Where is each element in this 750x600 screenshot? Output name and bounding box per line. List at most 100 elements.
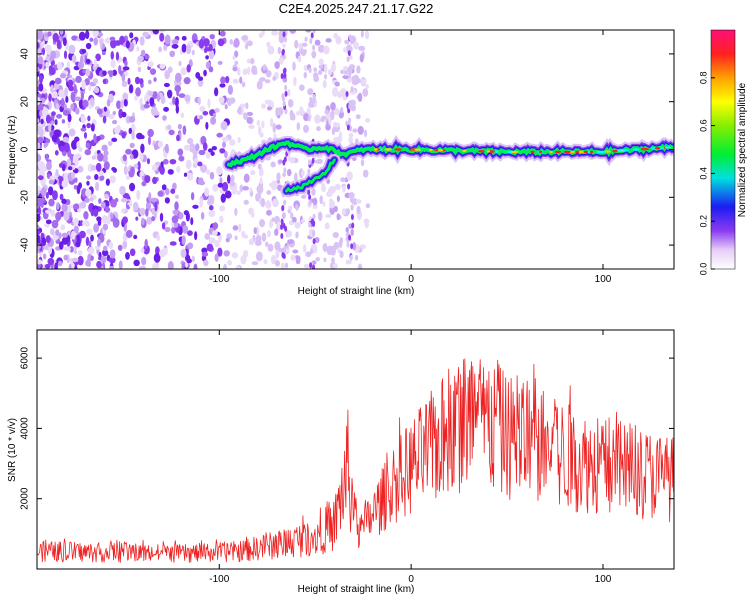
- heatmap-cell: [347, 183, 351, 190]
- heatmap-cell: [93, 208, 99, 217]
- heatmap-cell: [59, 145, 66, 152]
- heatmap-cell: [280, 262, 286, 269]
- heatmap-cell: [349, 254, 353, 261]
- heatmap-cell: [79, 201, 87, 209]
- heatmap-cell: [39, 97, 46, 104]
- heatmap-cell: [163, 220, 169, 225]
- heatmap-cell: [271, 217, 277, 222]
- heatmap-cell: [49, 55, 54, 62]
- heatmap-cell: [360, 159, 365, 167]
- heatmap-cell: [327, 186, 334, 196]
- heatmap-cell: [227, 174, 231, 184]
- heatmap-cell: [103, 161, 110, 170]
- heatmap-cell: [100, 201, 106, 209]
- heatmap-cell: [87, 246, 95, 255]
- heatmap-cell: [90, 164, 97, 171]
- heatmap-cell: [74, 96, 82, 102]
- heatmap-cell: [152, 176, 158, 185]
- heatmap-cell: [151, 216, 156, 222]
- heatmap-cell: [214, 87, 219, 97]
- heatmap-cell: [305, 251, 312, 258]
- heatmap-cell: [297, 55, 302, 63]
- heatmap-cell: [347, 50, 351, 57]
- heatmap-cell: [214, 108, 220, 113]
- heatmap-cell: [102, 70, 107, 76]
- heatmap-cell: [133, 234, 138, 240]
- heatmap-cell: [37, 175, 44, 181]
- heatmap-cell: [317, 44, 325, 53]
- heatmap-cell: [221, 181, 229, 192]
- heatmap-cell: [54, 77, 62, 85]
- heatmap-cell: [178, 155, 185, 162]
- heatmap-cell: [208, 210, 216, 218]
- heatmap-cell: [117, 244, 123, 251]
- heatmap-cell: [351, 197, 355, 204]
- ridge-hotspot: [489, 150, 496, 153]
- heatmap-cell: [330, 101, 336, 111]
- y-tick-label: 40: [20, 48, 31, 60]
- heatmap-cell: [257, 163, 262, 170]
- heatmap-cell: [261, 120, 265, 129]
- heatmap-cell: [156, 93, 161, 102]
- heatmap-cell: [239, 76, 243, 84]
- heatmap-cell: [45, 61, 49, 69]
- heatmap-cell: [137, 66, 142, 73]
- heatmap-cell: [277, 107, 284, 116]
- heatmap-cell: [224, 190, 232, 199]
- heatmap-cell: [312, 264, 316, 269]
- colorbar-tick-label: 0.2: [698, 215, 708, 228]
- heatmap-cell: [159, 249, 166, 258]
- heatmap-cell: [147, 61, 154, 68]
- heatmap-cell: [227, 98, 232, 107]
- heatmap-cell: [280, 73, 284, 80]
- heatmap-cell: [214, 253, 219, 262]
- heatmap-cell: [250, 57, 255, 65]
- heatmap-cell: [167, 261, 174, 269]
- heatmap-cell: [71, 139, 78, 150]
- heatmap-cell: [62, 37, 67, 46]
- heatmap-cell: [110, 51, 115, 60]
- heatmap-cell: [256, 119, 260, 127]
- heatmap-cell: [147, 136, 151, 146]
- heatmap-cell: [282, 31, 286, 38]
- heatmap-cell: [127, 77, 131, 85]
- heatmap-cell: [309, 96, 313, 103]
- heatmap-cell: [349, 46, 353, 53]
- heatmap-cell: [272, 75, 277, 81]
- heatmap-cell: [47, 257, 55, 266]
- heatmap-cell: [106, 215, 111, 225]
- heatmap-cell: [357, 92, 363, 103]
- heatmap-cell: [37, 243, 41, 250]
- heatmap-cell: [96, 108, 103, 115]
- heatmap-cell: [290, 212, 294, 219]
- heatmap-cell: [309, 38, 313, 45]
- heatmap-cell: [129, 248, 136, 257]
- heatmap-cell: [92, 30, 99, 38]
- heatmap-cell: [281, 204, 285, 211]
- heatmap-cell: [125, 148, 132, 155]
- heatmap-cell: [266, 106, 272, 111]
- heatmap-cell: [348, 234, 352, 241]
- heatmap-cell: [94, 174, 99, 181]
- heatmap-cell: [112, 119, 118, 125]
- heatmap-cell: [344, 39, 350, 45]
- heatmap-cell: [45, 219, 52, 225]
- heatmap-cell: [365, 84, 369, 89]
- heatmap-cell: [289, 156, 296, 164]
- heatmap-cell: [239, 184, 244, 193]
- heatmap-cell: [342, 95, 348, 101]
- heatmap-cell: [283, 245, 287, 252]
- heatmap-cell: [227, 260, 233, 266]
- heatmap-cell: [71, 171, 76, 179]
- heatmap-cell: [50, 209, 56, 217]
- heatmap-cell: [217, 182, 224, 188]
- heatmap-cell: [86, 122, 92, 129]
- heatmap-cell: [75, 75, 82, 84]
- heatmap-cell: [336, 195, 340, 203]
- heatmap-cell: [253, 227, 257, 235]
- heatmap-cell: [323, 257, 327, 263]
- heatmap-cell: [312, 44, 316, 51]
- heatmap-cell: [293, 76, 297, 87]
- heatmap-cell: [70, 104, 74, 111]
- heatmap-cell: [195, 143, 200, 152]
